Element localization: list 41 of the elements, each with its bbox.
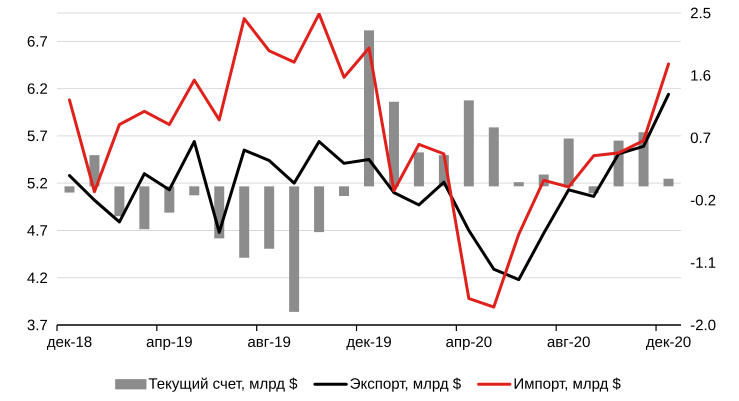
bar <box>289 186 300 312</box>
bar <box>514 182 524 186</box>
y2-tick-label: -1.1 <box>690 257 716 268</box>
y2-tick-label: -2.0 <box>690 320 716 330</box>
line-series <box>68 92 670 282</box>
y-tick-label: 4.7 <box>27 225 48 236</box>
x-tick-label: авг-20 <box>548 336 590 348</box>
bar <box>564 138 574 186</box>
y2-tick-label: 1.6 <box>691 70 710 81</box>
legend-label: Импорт, млрд $ <box>514 378 621 392</box>
x-tick-label: дек-20 <box>646 336 691 350</box>
x-tick-label: авг-19 <box>248 336 290 348</box>
y2-tick-label: -0.2 <box>690 194 716 206</box>
bar <box>488 127 499 186</box>
bar <box>64 186 74 193</box>
y-tick-label: 3.7 <box>28 320 48 330</box>
bar <box>139 186 150 230</box>
line-series <box>68 12 670 309</box>
bar <box>664 178 674 186</box>
bar <box>239 186 250 258</box>
bar <box>314 186 324 232</box>
y-tick-label: 6.2 <box>28 83 48 94</box>
y-tick-label: 4.2 <box>27 272 48 283</box>
y-tick-label: 6.7 <box>28 36 48 47</box>
y2-tick-label: 2.5 <box>690 8 710 18</box>
legend-label: Текущий счет, млрд $ <box>148 378 298 392</box>
bar <box>189 186 200 196</box>
x-tick-label: апр-20 <box>446 336 492 350</box>
x-tick-label: дек-19 <box>346 336 391 350</box>
bar <box>364 30 374 186</box>
bar <box>264 186 274 249</box>
legend-label: Экспорт, млрд $ <box>350 378 461 392</box>
y2-tick-label: 0.7 <box>690 132 710 144</box>
x-tick-label: дек-18 <box>46 336 92 350</box>
bar <box>414 152 424 186</box>
bar <box>339 186 350 196</box>
bar <box>464 100 474 186</box>
y-tick-label: 5.7 <box>28 130 48 142</box>
y-tick-label: 5.2 <box>28 178 48 188</box>
x-tick-label: апр-19 <box>146 336 192 350</box>
bar <box>114 186 124 216</box>
